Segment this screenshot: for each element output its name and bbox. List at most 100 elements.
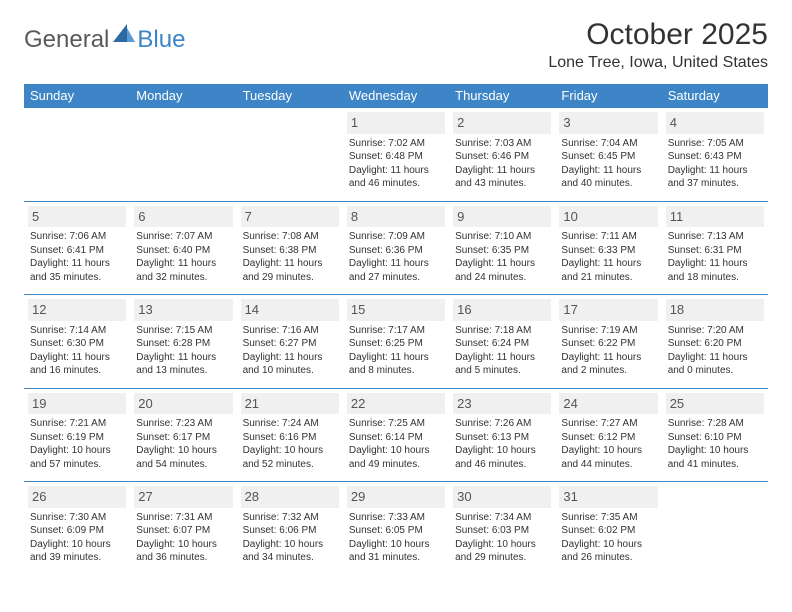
day-number: 17 [559,299,657,321]
sunrise-text: Sunrise: 7:31 AM [136,511,230,525]
logo-text-blue: Blue [137,26,185,54]
day-info: Sunrise: 7:33 AMSunset: 6:05 PMDaylight:… [347,511,445,565]
sunset-text: Sunset: 6:05 PM [349,524,443,538]
day-info: Sunrise: 7:02 AMSunset: 6:48 PMDaylight:… [347,137,445,191]
day-number: 23 [453,393,551,415]
week-row: 19Sunrise: 7:21 AMSunset: 6:19 PMDayligh… [24,388,768,482]
day-number: 27 [134,486,232,508]
sunset-text: Sunset: 6:38 PM [243,244,337,258]
sunrise-text: Sunrise: 7:03 AM [455,137,549,151]
daylight-text: Daylight: 10 hours and 46 minutes. [455,444,549,471]
day-info: Sunrise: 7:34 AMSunset: 6:03 PMDaylight:… [453,511,551,565]
daylight-text: Daylight: 11 hours and 0 minutes. [668,351,762,378]
header: General Blue October 2025 Lone Tree, Iow… [24,18,768,72]
day-number: 1 [347,112,445,134]
sunrise-text: Sunrise: 7:17 AM [349,324,443,338]
sunrise-text: Sunrise: 7:16 AM [243,324,337,338]
day-number: 29 [347,486,445,508]
sunset-text: Sunset: 6:17 PM [136,431,230,445]
day-info: Sunrise: 7:10 AMSunset: 6:35 PMDaylight:… [453,230,551,284]
sunset-text: Sunset: 6:40 PM [136,244,230,258]
daylight-text: Daylight: 11 hours and 43 minutes. [455,164,549,191]
sunset-text: Sunset: 6:09 PM [30,524,124,538]
daylight-text: Daylight: 10 hours and 54 minutes. [136,444,230,471]
daylight-text: Daylight: 10 hours and 31 minutes. [349,538,443,565]
day-info: Sunrise: 7:28 AMSunset: 6:10 PMDaylight:… [666,417,764,471]
daylight-text: Daylight: 11 hours and 40 minutes. [561,164,655,191]
sunset-text: Sunset: 6:46 PM [455,150,549,164]
day-header-monday: Monday [130,84,236,108]
day-cell: 8Sunrise: 7:09 AMSunset: 6:36 PMDaylight… [343,201,449,295]
daylight-text: Daylight: 11 hours and 5 minutes. [455,351,549,378]
daylight-text: Daylight: 10 hours and 26 minutes. [561,538,655,565]
day-header-sunday: Sunday [24,84,130,108]
daylight-text: Daylight: 11 hours and 27 minutes. [349,257,443,284]
sunset-text: Sunset: 6:16 PM [243,431,337,445]
daylight-text: Daylight: 10 hours and 34 minutes. [243,538,337,565]
daylight-text: Daylight: 11 hours and 18 minutes. [668,257,762,284]
sunrise-text: Sunrise: 7:06 AM [30,230,124,244]
day-info: Sunrise: 7:23 AMSunset: 6:17 PMDaylight:… [134,417,232,471]
day-cell: 25Sunrise: 7:28 AMSunset: 6:10 PMDayligh… [662,388,768,482]
sunrise-text: Sunrise: 7:15 AM [136,324,230,338]
day-number: 12 [28,299,126,321]
sunset-text: Sunset: 6:48 PM [349,150,443,164]
day-cell: 12Sunrise: 7:14 AMSunset: 6:30 PMDayligh… [24,295,130,389]
day-cell: 23Sunrise: 7:26 AMSunset: 6:13 PMDayligh… [449,388,555,482]
day-cell: 27 Sunrise: 7:31 AMSunset: 6:07 PMDayligh… [130,482,236,575]
day-info: Sunrise: 7:08 AMSunset: 6:38 PMDaylight:… [241,230,339,284]
day-cell [24,108,130,202]
daylight-text: Daylight: 10 hours and 36 minutes. [136,538,230,565]
sunrise-text: Sunrise: 7:18 AM [455,324,549,338]
day-number: 6 [134,206,232,228]
sunrise-text: Sunrise: 7:35 AM [561,511,655,525]
day-info: Sunrise: 7:26 AMSunset: 6:13 PMDaylight:… [453,417,551,471]
day-cell: 5Sunrise: 7:06 AMSunset: 6:41 PMDaylight… [24,201,130,295]
day-number: 10 [559,206,657,228]
day-number: 24 [559,393,657,415]
day-header-saturday: Saturday [662,84,768,108]
day-number: 11 [666,206,764,228]
day-number: 19 [28,393,126,415]
day-cell: 13Sunrise: 7:15 AMSunset: 6:28 PMDayligh… [130,295,236,389]
day-header-wednesday: Wednesday [343,84,449,108]
daylight-text: Daylight: 10 hours and 57 minutes. [30,444,124,471]
day-cell: 7Sunrise: 7:08 AMSunset: 6:38 PMDaylight… [237,201,343,295]
calendar-table: Sunday Monday Tuesday Wednesday Thursday… [24,84,768,575]
sunrise-text: Sunrise: 7:02 AM [349,137,443,151]
sunrise-text: Sunrise: 7:04 AM [561,137,655,151]
sunrise-text: Sunrise: 7:11 AM [561,230,655,244]
sunrise-text: Sunrise: 7:14 AM [30,324,124,338]
day-info: Sunrise: 7:05 AMSunset: 6:43 PMDaylight:… [666,137,764,191]
sunrise-text: Sunrise: 7:07 AM [136,230,230,244]
day-cell: 19Sunrise: 7:21 AMSunset: 6:19 PMDayligh… [24,388,130,482]
day-cell: 11Sunrise: 7:13 AMSunset: 6:31 PMDayligh… [662,201,768,295]
day-info: Sunrise: 7:06 AMSunset: 6:41 PMDaylight:… [28,230,126,284]
sunset-text: Sunset: 6:02 PM [561,524,655,538]
day-info: Sunrise: 7:27 AMSunset: 6:12 PMDaylight:… [559,417,657,471]
sunrise-text: Sunrise: 7:19 AM [561,324,655,338]
week-row: 26Sunrise: 7:30 AMSunset: 6:09 PMDayligh… [24,482,768,575]
sunset-text: Sunset: 6:07 PM [136,524,230,538]
sunrise-text: Sunrise: 7:21 AM [30,417,124,431]
day-number: 16 [453,299,551,321]
sunset-text: Sunset: 6:30 PM [30,337,124,351]
sunset-text: Sunset: 6:31 PM [668,244,762,258]
logo-text-general: General [24,26,109,54]
sunrise-text: Sunrise: 7:08 AM [243,230,337,244]
day-info: Sunrise: 7:35 AMSunset: 6:02 PMDaylight:… [559,511,657,565]
sunrise-text: Sunrise: 7:25 AM [349,417,443,431]
day-cell: 21Sunrise: 7:24 AMSunset: 6:16 PMDayligh… [237,388,343,482]
daylight-text: Daylight: 11 hours and 13 minutes. [136,351,230,378]
day-number: 25 [666,393,764,415]
day-info: Sunrise: 7:16 AMSunset: 6:27 PMDaylight:… [241,324,339,378]
week-row: 1Sunrise: 7:02 AMSunset: 6:48 PMDaylight… [24,108,768,202]
day-number: 18 [666,299,764,321]
daylight-text: Daylight: 10 hours and 52 minutes. [243,444,337,471]
day-cell [130,108,236,202]
sunrise-text: Sunrise: 7:27 AM [561,417,655,431]
sunset-text: Sunset: 6:45 PM [561,150,655,164]
day-number: 13 [134,299,232,321]
sunrise-text: Sunrise: 7:23 AM [136,417,230,431]
day-header-row: Sunday Monday Tuesday Wednesday Thursday… [24,84,768,108]
